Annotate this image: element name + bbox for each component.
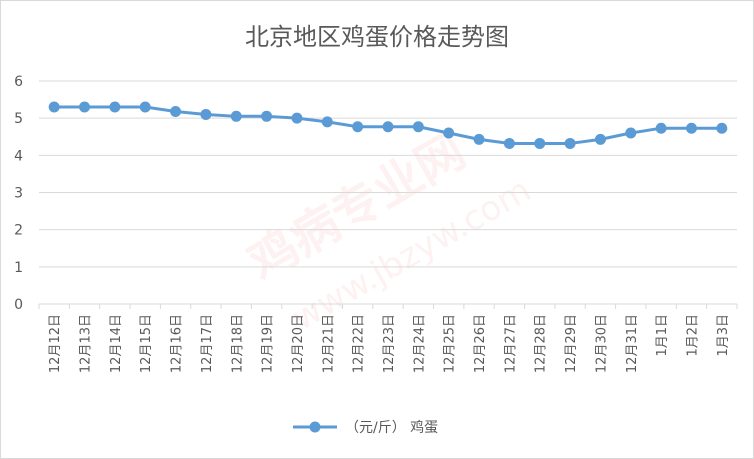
data-point [170, 105, 182, 117]
data-point [685, 122, 697, 134]
x-tick-label: 12月21日 [321, 314, 336, 373]
data-point [139, 101, 151, 113]
x-tick-label: 12月17日 [200, 314, 215, 373]
y-tick-label: 1 [14, 260, 23, 276]
x-tick-label: 12月24日 [412, 314, 427, 373]
x-tick-label: 1月3日 [716, 314, 731, 357]
gridlines [39, 80, 737, 305]
chart-title: 北京地区鸡蛋价格走势图 [245, 23, 509, 51]
legend-label: （元/斤） 鸡蛋 [345, 419, 438, 436]
x-tick-label: 12月31日 [625, 314, 640, 373]
data-point [534, 137, 546, 149]
data-point [655, 122, 667, 134]
data-point [443, 127, 455, 139]
y-tick-label: 3 [14, 186, 23, 202]
data-point [79, 101, 91, 113]
data-point [564, 137, 576, 149]
x-tick-label: 12月14日 [109, 314, 124, 373]
x-tick-label: 12月20日 [291, 314, 306, 373]
data-point [321, 116, 333, 128]
data-point [48, 101, 60, 113]
x-tick-label: 1月2日 [685, 314, 700, 357]
x-tick-label: 12月16日 [170, 314, 185, 373]
x-tick-label: 12月18日 [230, 314, 245, 373]
data-point [716, 122, 728, 134]
data-point [261, 110, 273, 122]
x-tick-label: 12月25日 [443, 314, 458, 373]
x-tick-label: 12月30日 [594, 314, 609, 373]
x-tick-label: 12月19日 [261, 314, 276, 373]
data-point [109, 101, 121, 113]
legend-dot-marker [309, 421, 321, 433]
x-axis: 12月12日 12月13日 12月14日 12月15日 12月16日 12月17日 12月1… [38, 304, 738, 373]
data-point [625, 127, 637, 139]
y-tick-label: 2 [14, 223, 23, 239]
y-axis: 0 1 2 3 4 5 6 [14, 74, 23, 313]
x-tick-label: 12月22日 [352, 314, 367, 373]
data-point [412, 121, 424, 133]
x-tick-label: 12月27日 [503, 314, 518, 373]
y-tick-label: 4 [14, 148, 23, 164]
x-tick-label: 12月13日 [79, 314, 94, 373]
x-tick-label: 12月12日 [48, 314, 63, 373]
x-tick-label: 1月1日 [655, 314, 670, 357]
legend: （元/斤） 鸡蛋 [293, 419, 438, 436]
series-layer [48, 101, 728, 149]
data-point [594, 133, 606, 145]
y-tick-label: 0 [14, 297, 23, 313]
x-tick-label: 12月26日 [473, 314, 488, 373]
data-point [200, 108, 212, 120]
x-tick-label: 12月28日 [534, 314, 549, 373]
x-tick-label: 12月29日 [564, 314, 579, 373]
y-tick-label: 5 [14, 111, 23, 127]
data-point [352, 121, 364, 133]
x-tick-label: 12月15日 [139, 314, 154, 373]
data-point [382, 121, 394, 133]
data-point [503, 137, 515, 149]
data-point [230, 110, 242, 122]
data-point [473, 133, 485, 145]
data-point [291, 112, 303, 124]
y-tick-label: 6 [14, 74, 23, 90]
x-tick-label: 12月23日 [382, 314, 397, 373]
